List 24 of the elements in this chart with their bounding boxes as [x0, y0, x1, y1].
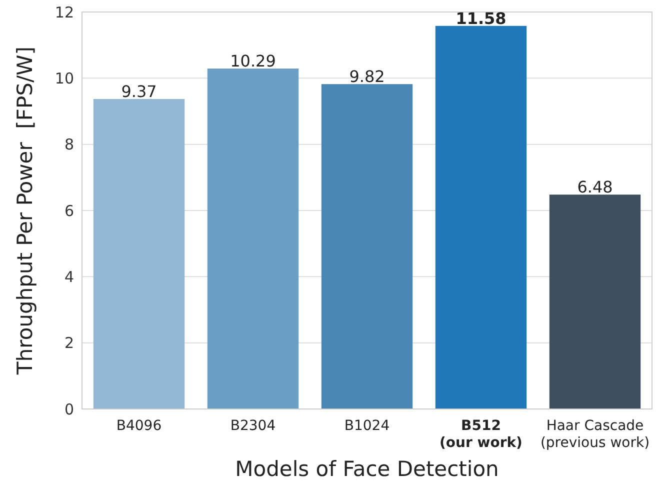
- data-label: 9.37: [121, 82, 157, 102]
- bar: [549, 194, 641, 409]
- x-tick-label: Haar Cascade (previous work): [540, 418, 650, 451]
- bar: [207, 68, 299, 409]
- bar: [93, 99, 185, 409]
- bar: [321, 84, 413, 409]
- y-tick-label: 12: [54, 3, 74, 22]
- data-label: 6.48: [577, 178, 613, 197]
- x-axis-title: Models of Face Detection: [235, 457, 499, 481]
- y-tick-label: 2: [64, 334, 74, 352]
- data-label: 9.82: [349, 67, 385, 86]
- bar: [435, 26, 527, 409]
- data-label: 11.58: [456, 8, 506, 28]
- y-tick-label: 6: [64, 202, 74, 220]
- data-label: 10.29: [230, 52, 276, 71]
- y-tick-label: 10: [54, 69, 74, 88]
- x-tick-label: B2304: [230, 418, 276, 434]
- x-tick-label: B4096: [116, 418, 162, 434]
- y-tick-label: 8: [64, 136, 74, 154]
- x-tick-label: B512 (our work): [440, 418, 522, 451]
- x-tick-label: B1024: [344, 418, 390, 434]
- y-tick-label: 0: [64, 400, 74, 418]
- y-tick-label: 4: [64, 268, 74, 286]
- y-axis-title: Throughput Per Power [FPS/W]: [13, 46, 37, 376]
